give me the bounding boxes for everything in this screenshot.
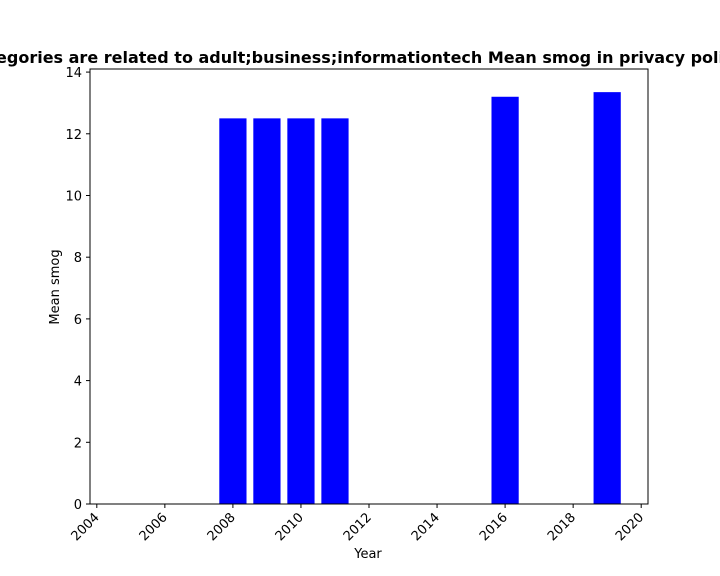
bar-series: [219, 92, 621, 505]
y-axis: 0 2 4 6 8 10 12 14: [65, 66, 90, 513]
y-tick-label: 12: [65, 128, 82, 143]
x-tick-label: 2008: [205, 510, 239, 544]
x-tick-label: 2010: [273, 510, 307, 544]
x-tick-label: 2006: [137, 510, 171, 544]
bar-2009: [253, 118, 281, 505]
plot-frame: [89, 68, 649, 505]
y-tick-label: 4: [74, 375, 82, 390]
x-axis-label: Year: [353, 547, 382, 562]
x-tick-label: 2014: [409, 510, 443, 544]
y-tick-label: 0: [74, 498, 82, 513]
bar-2011: [321, 118, 349, 505]
x-tick-label: 2018: [545, 510, 579, 544]
x-tick-label: 2020: [613, 510, 647, 544]
y-tick-label: 2: [74, 436, 82, 451]
x-tick-label: 2012: [341, 510, 375, 544]
bar-2019: [593, 92, 621, 504]
bar-2010: [287, 118, 315, 505]
bar-2016: [491, 96, 519, 504]
y-axis-label: Mean smog: [48, 249, 63, 324]
y-tick-label: 8: [74, 251, 82, 266]
x-tick-label: 2004: [69, 510, 103, 544]
y-tick-label: 10: [65, 189, 82, 204]
chart-title: egories are related to adult;business;in…: [0, 48, 720, 67]
bar-2008: [219, 118, 247, 505]
x-tick-label: 2016: [477, 510, 511, 544]
y-tick-label: 14: [65, 66, 82, 81]
y-tick-label: 6: [74, 313, 82, 328]
x-axis: 2004 2006 2008 2010 2012 2014 2016 2018 2020: [69, 504, 647, 544]
